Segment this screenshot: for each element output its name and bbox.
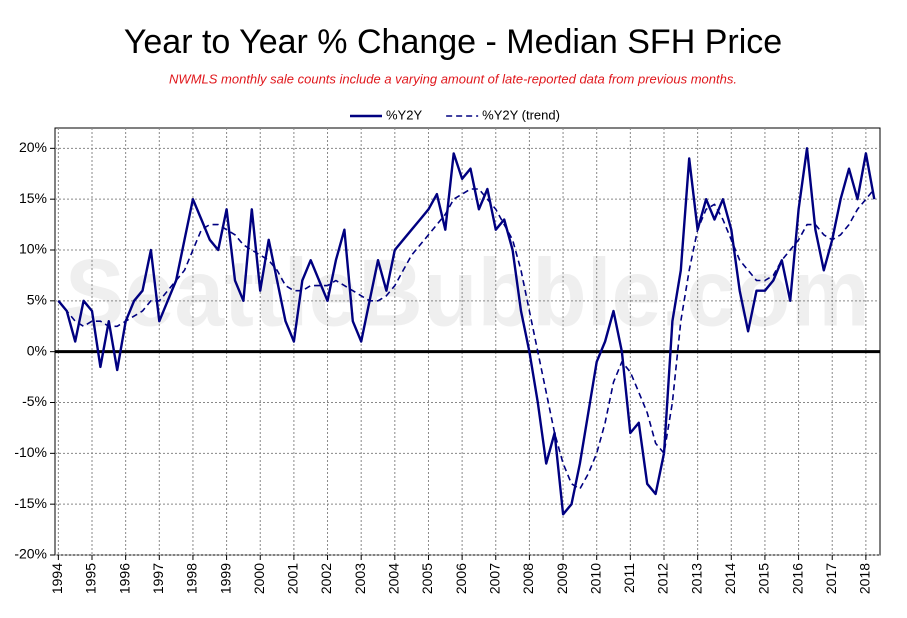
y-tick-label: 0% [27, 342, 47, 358]
chart-subtitle: NWMLS monthly sale counts include a vary… [169, 71, 737, 86]
legend-label: %Y2Y (trend) [482, 107, 560, 122]
y-tick-label: 5% [27, 292, 47, 308]
y-tick-label: -15% [14, 495, 47, 511]
legend-label: %Y2Y [386, 107, 422, 122]
x-tick-label: 1997 [150, 563, 166, 594]
x-tick-label: 2011 [621, 563, 637, 593]
x-tick-label: 1999 [217, 563, 233, 594]
x-tick-label: 2005 [419, 563, 435, 594]
series-line [57, 147, 876, 516]
x-tick-label: 1996 [116, 563, 132, 594]
x-tick-label: 2006 [453, 563, 469, 594]
x-tick-label: 2000 [251, 563, 267, 594]
x-tick-label: 2015 [756, 563, 772, 594]
y-tick-label: -20% [14, 546, 47, 562]
x-tick-label: 2008 [520, 563, 536, 594]
x-tick-label: 1998 [184, 563, 200, 594]
x-tick-label: 2013 [688, 563, 704, 594]
x-tick-label: 2003 [352, 563, 368, 594]
x-tick-label: 1994 [49, 563, 65, 594]
x-tick-label: 1995 [83, 563, 99, 594]
x-tick-label: 2009 [554, 563, 570, 594]
y-tick-label: -5% [22, 393, 47, 409]
y-tick-label: -10% [14, 444, 47, 460]
chart-title: Year to Year % Change - Median SFH Price [124, 23, 782, 61]
x-tick-label: 2018 [857, 563, 873, 594]
y-tick-label: 10% [19, 241, 47, 257]
x-tick-label: 2002 [318, 563, 334, 594]
y-tick-label: 15% [19, 190, 47, 206]
x-tick-label: 2012 [655, 563, 671, 594]
x-tick-label: 2014 [722, 563, 738, 594]
series-line [57, 188, 875, 490]
x-tick-label: 2017 [823, 563, 839, 594]
x-tick-label: 2001 [285, 563, 301, 594]
x-tick-label: 2016 [789, 563, 805, 594]
x-tick-label: 2004 [386, 563, 402, 594]
x-tick-label: 2010 [587, 563, 603, 594]
x-tick-label: 2007 [486, 563, 502, 594]
y-tick-label: 20% [19, 139, 47, 155]
